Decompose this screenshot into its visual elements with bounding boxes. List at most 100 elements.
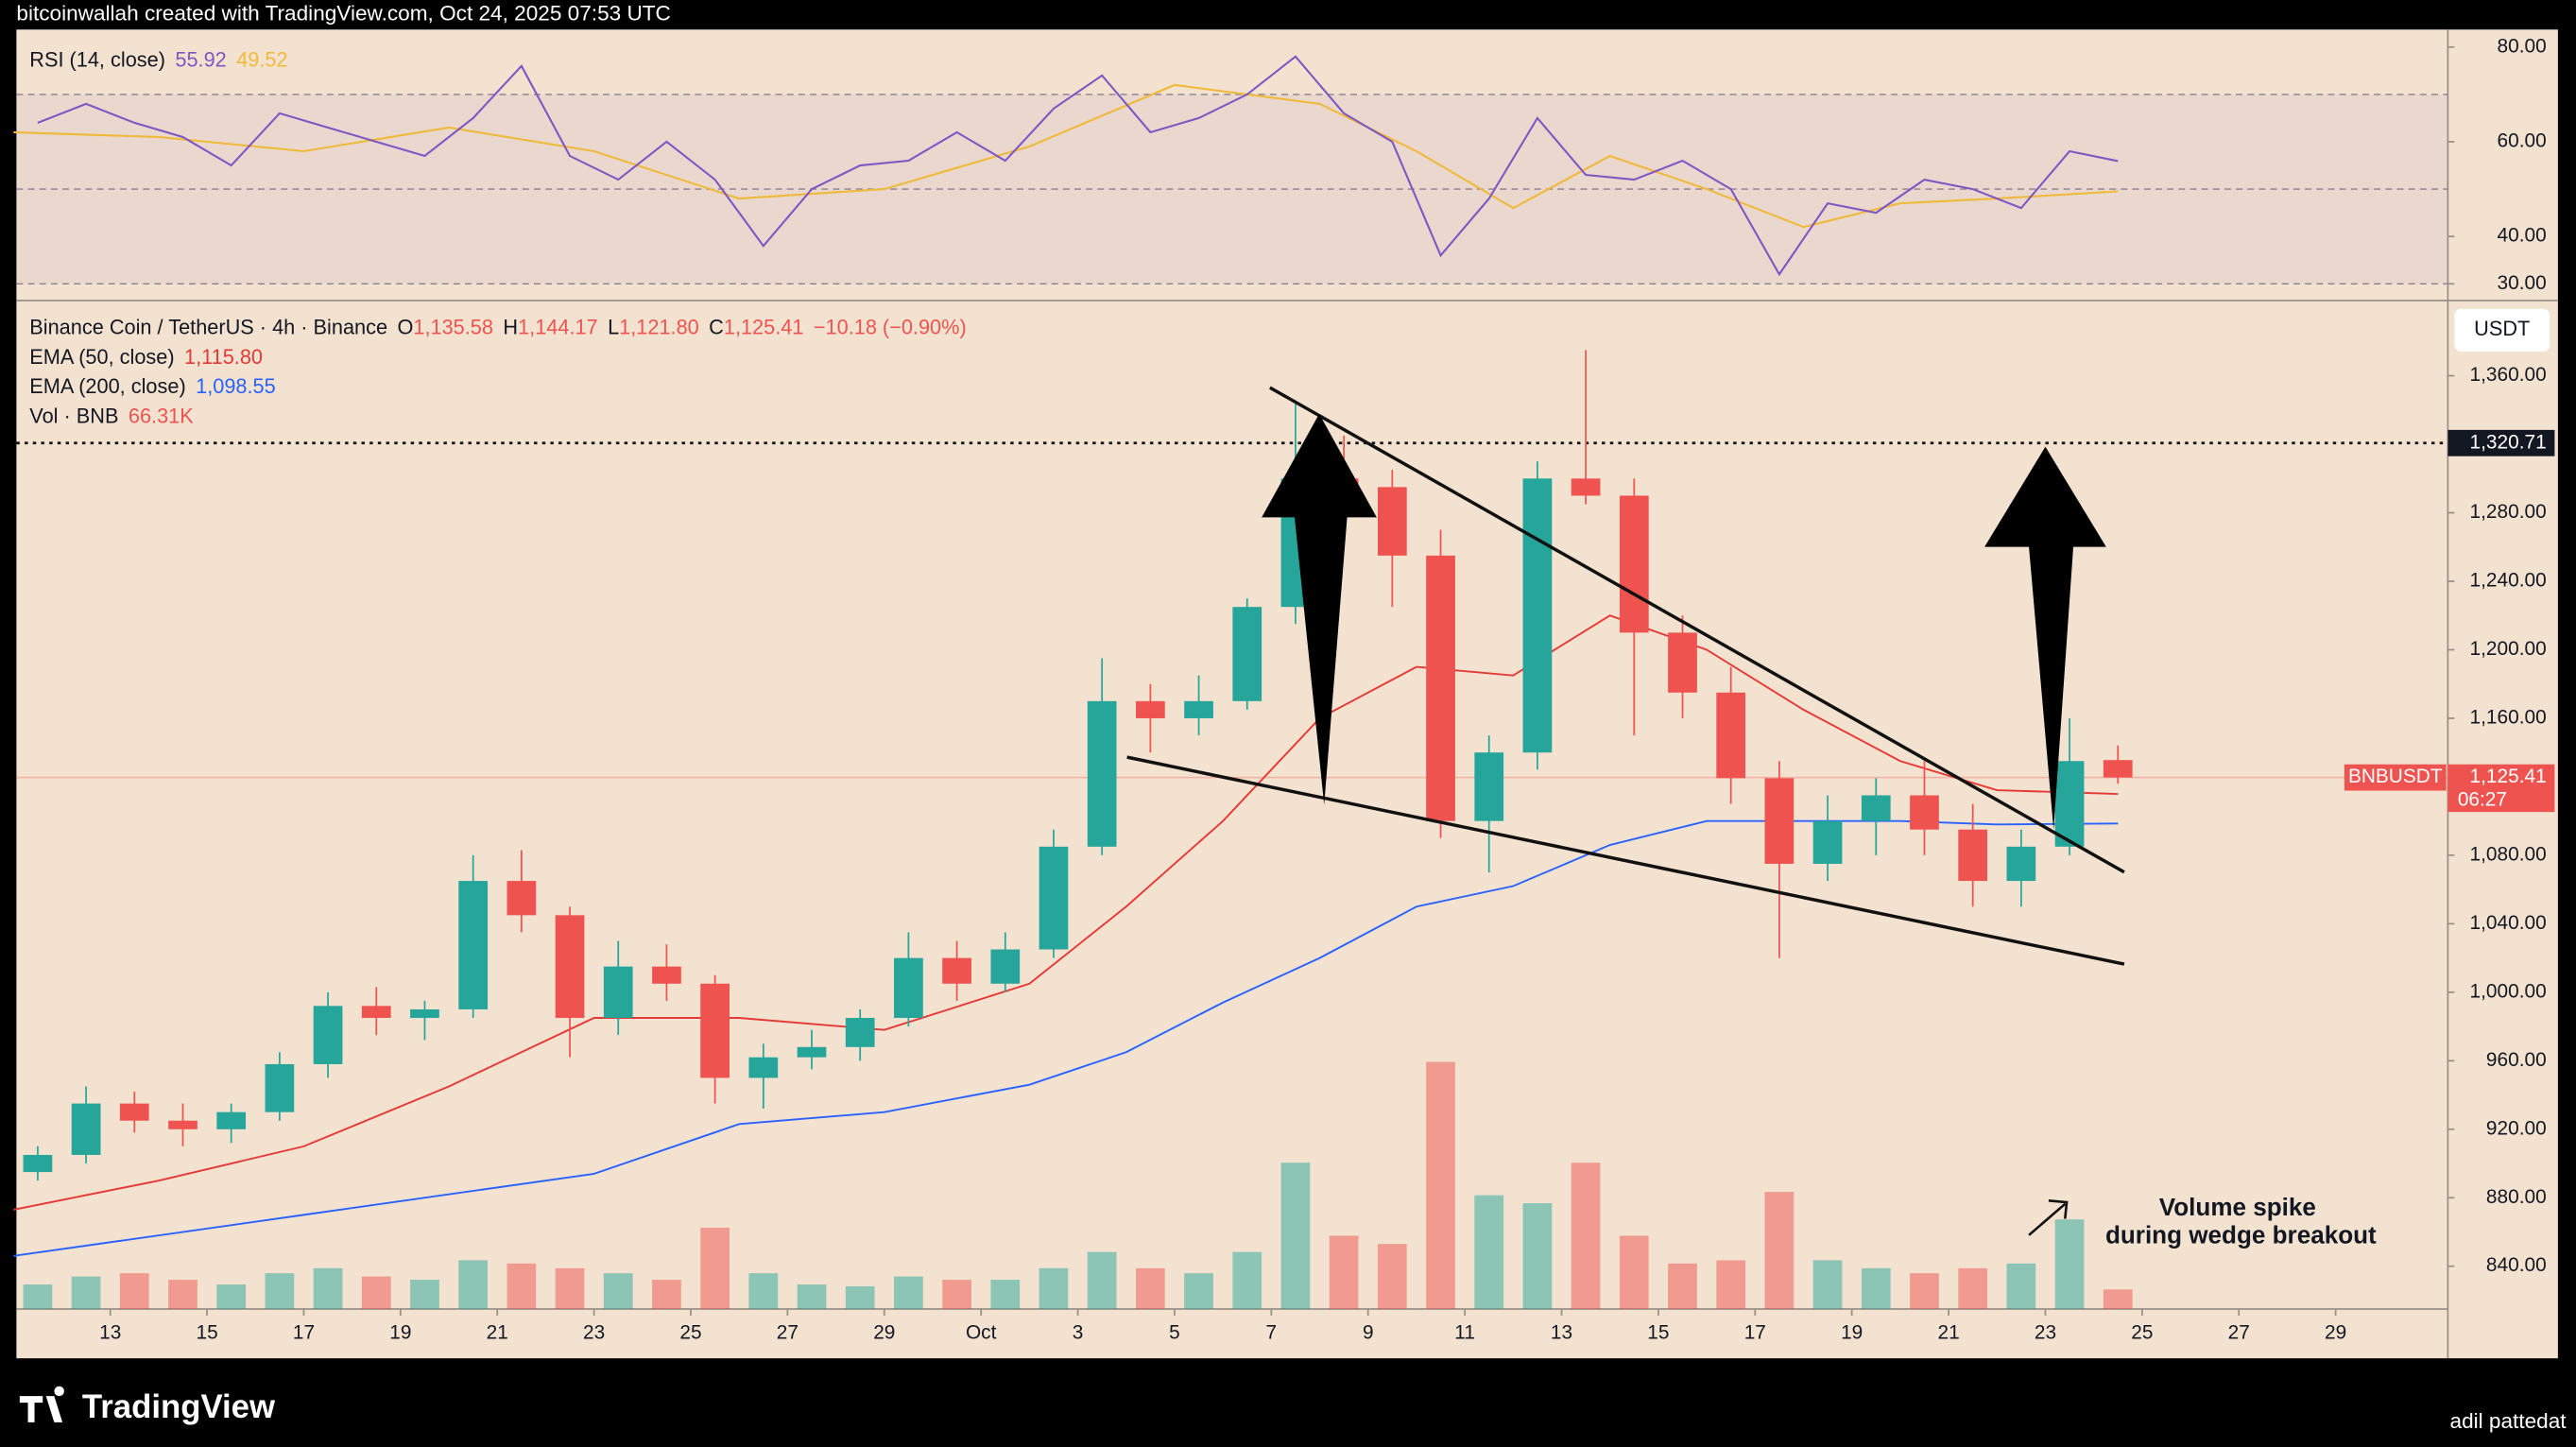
currency-button[interactable] [2454,308,2550,352]
volume-bar [1861,1267,1891,1310]
volume-bar [265,1273,295,1310]
legend-title: Binance Coin / TetherUS · 4h · Binance O 1… [29,315,966,338]
y-tick-label: 1,160.00 [2470,706,2547,728]
y-tick-label: 1,360.00 [2470,364,2547,386]
legend-value: 1,115.80 [184,345,263,369]
symbol-title: Binance Coin / TetherUS · 4h · Binance [29,315,387,338]
volume-bar [216,1284,247,1310]
candle-body [1087,700,1117,847]
candle-body [555,915,585,1019]
x-tick-label: 23 [2035,1322,2056,1344]
volume-bar [555,1267,585,1310]
volume-bar [361,1276,391,1310]
candle-body [845,1018,875,1047]
volume-bar [507,1263,537,1310]
x-tick-label: 3 [1073,1322,1084,1344]
candle-body [603,966,633,1019]
x-tick-label: 13 [99,1322,121,1344]
annotation-arrow [2028,1202,2067,1236]
candle-body [410,1008,439,1019]
volume-bar [313,1267,343,1310]
legend-value: 49.52 [236,47,287,71]
candle-body [265,1063,295,1112]
volume-bar [652,1280,681,1310]
candle-body [700,983,730,1078]
price-tag [2447,764,2555,813]
volume-bar [168,1280,197,1310]
volume-bar [1958,1267,1988,1310]
candle-body [1668,632,1697,693]
wedge-upper-line [1269,386,2125,874]
candle-body [1716,692,1746,779]
legend-name: EMA (200, close) [29,374,185,398]
x-tick-label: Oct [966,1322,997,1344]
volume-bar [71,1276,101,1310]
legend-title: RSI (14, close) 55.92 49.52 [29,47,287,71]
ohlc-value: 1,144.17 [518,315,598,338]
wedge-lower-line [1126,755,2125,966]
x-tick-label: 29 [873,1322,895,1344]
x-tick-label: 11 [1454,1322,1475,1344]
y-tick-label: 80.00 [2498,35,2547,57]
volume-bar [1039,1267,1069,1310]
x-tick-label: 25 [2131,1322,2153,1344]
x-tick-label: 15 [196,1322,217,1344]
ohlc-key: L [608,315,619,338]
ohlc-key: H [503,315,518,338]
symbol-tag [2344,764,2447,791]
candle-body [1958,829,1988,882]
candle-body [1136,700,1165,718]
volume-bar [1136,1267,1165,1310]
legend-item: EMA (50, close) 1,115.80 [29,345,263,369]
volume-bar [845,1285,875,1310]
volume-bar [1329,1235,1359,1310]
volume-bar [1426,1061,1455,1310]
volume-bar [1184,1273,1213,1310]
volume-bar [2054,1219,2085,1310]
volume-bar [2103,1289,2133,1310]
candle-body [2054,761,2085,847]
candle-body [1426,555,1455,821]
plot: 840.00880.00920.00960.001,000.001,040.00… [13,35,2555,1344]
legend-item: EMA (200, close) 1,098.55 [29,374,275,398]
y-tick-label: 920.00 [2486,1117,2547,1139]
ohlc-key: O [397,315,413,338]
volume-bar [1522,1203,1553,1310]
brand: TradingView [82,1389,276,1425]
candle-body [2103,760,2133,778]
y-tick-label: 40.00 [2498,225,2547,247]
line [13,614,2119,1211]
annotation-arrow-head [2048,1199,2069,1219]
candle-body [1910,795,1939,830]
candle-body [507,881,537,916]
price-label: 1,125.41 [2470,766,2547,787]
x-tick-label: 15 [1647,1322,1669,1344]
volume-bar [748,1273,779,1310]
legend-item: Vol · BNB 66.31K [29,404,194,427]
currency[interactable]: USDT [2474,317,2530,340]
candle-body [1571,478,1601,496]
volume-bar [1812,1260,1843,1310]
volume-bar [797,1284,827,1310]
candle-body [652,966,681,984]
candle-body [1039,846,1069,950]
legend-value: 55.92 [175,47,226,71]
candle-body [216,1111,247,1129]
ohlc-value: 1,125.41 [724,315,804,338]
arrow-left [1262,413,1377,805]
volume-bar [119,1273,149,1310]
arrow-right [1984,446,2106,830]
volume-bar [700,1228,730,1310]
x-tick-label: 17 [293,1322,315,1344]
y-tick-label: 1,280.00 [2470,501,2547,523]
candle-body [2006,846,2036,882]
candle-body [942,957,971,984]
logo [19,1386,64,1422]
candle-body [313,1006,343,1064]
symbol-label: BNBUSDT [2348,766,2443,787]
y-tick-label: 960.00 [2486,1049,2547,1071]
volume-bar [603,1273,633,1310]
candle-body [1812,820,1843,864]
volume-bar [1716,1260,1746,1310]
volume-bar [1910,1273,1939,1310]
